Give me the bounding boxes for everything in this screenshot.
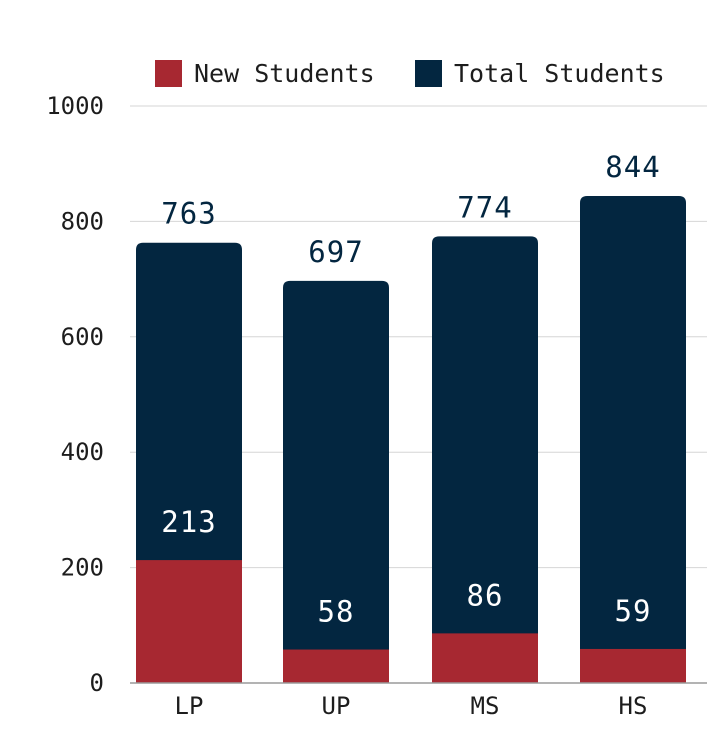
x-tick-label: MS (471, 692, 500, 720)
bar-new-students (580, 648, 686, 683)
data-label-new: 86 (467, 578, 504, 612)
data-labels: 763 213 697 58 774 86 844 59 (161, 150, 660, 629)
data-label-total: 697 (308, 235, 363, 269)
legend-label: New Students (194, 59, 375, 88)
legend-swatch (415, 60, 442, 87)
legend-swatch (155, 60, 182, 87)
y-tick-label: 0 (90, 669, 104, 697)
bar-new-students (136, 560, 242, 683)
bar-new-students (283, 649, 389, 683)
legend: New Students Total Students (155, 59, 665, 88)
data-label-total: 774 (457, 190, 512, 224)
data-label-total: 763 (161, 197, 216, 231)
y-tick-label: 600 (61, 323, 104, 351)
y-tick-label: 200 (61, 554, 104, 582)
bar-new-students (432, 633, 538, 683)
y-tick-label: 1000 (46, 92, 104, 120)
axes: 0 200 400 600 800 1000 LP UP MS HS (46, 92, 707, 720)
bars (136, 196, 686, 684)
data-label-new: 213 (161, 505, 216, 539)
x-tick-label: LP (175, 692, 204, 720)
bar-total-students (580, 196, 686, 683)
x-tick-label: UP (322, 692, 351, 720)
x-tick-label: HS (619, 692, 648, 720)
y-tick-label: 400 (61, 438, 104, 466)
bar-total-students (283, 280, 389, 683)
bar-total-students (432, 236, 538, 684)
legend-label: Total Students (454, 59, 665, 88)
y-tick-label: 800 (61, 207, 104, 235)
data-label-new: 58 (318, 595, 355, 629)
data-label-new: 59 (615, 594, 652, 628)
data-label-total: 844 (605, 150, 660, 184)
